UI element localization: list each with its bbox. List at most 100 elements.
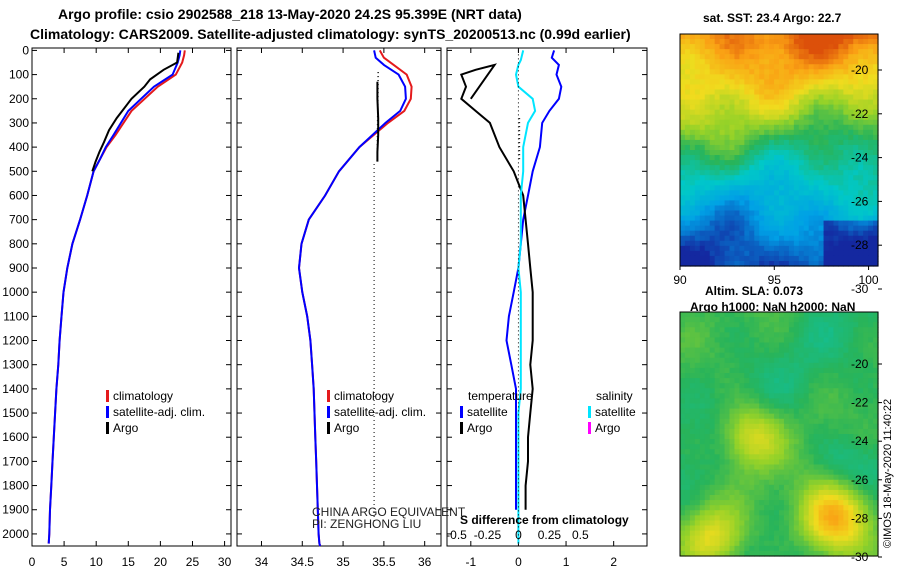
map-cell xyxy=(798,190,805,196)
map-cell xyxy=(858,230,864,237)
map-cell xyxy=(689,255,696,262)
map-cell xyxy=(734,403,740,410)
map-cell xyxy=(828,39,835,45)
map-cell xyxy=(734,74,740,80)
map-cell xyxy=(793,342,800,349)
map-cell xyxy=(843,520,849,527)
map-cell xyxy=(868,434,874,440)
map-cell xyxy=(729,393,736,400)
map-cell xyxy=(699,535,706,542)
map-cell xyxy=(729,383,736,389)
map-cell xyxy=(783,215,790,222)
map-cell xyxy=(769,165,775,171)
map-cell xyxy=(783,165,790,171)
map-cell xyxy=(694,454,701,461)
map-cell xyxy=(873,69,879,75)
map-cell xyxy=(759,64,765,70)
map-cell xyxy=(788,175,795,181)
legend-satellite-adj: satellite-adj. clim. xyxy=(334,405,426,419)
map-cell xyxy=(734,84,740,91)
map-cell xyxy=(838,434,844,440)
map-cell xyxy=(813,393,820,400)
map-cell xyxy=(734,129,740,136)
map-cell xyxy=(709,230,716,237)
map-cell xyxy=(699,69,706,75)
map-cell xyxy=(729,139,736,146)
map-cell xyxy=(873,500,879,506)
map-cell xyxy=(833,260,839,267)
map-cell xyxy=(769,74,775,80)
map-cell xyxy=(833,49,839,55)
map-cell xyxy=(863,413,869,420)
map-cell xyxy=(729,449,736,455)
map-cell xyxy=(788,464,795,471)
map-cell xyxy=(848,119,854,126)
map-cell xyxy=(739,139,745,146)
map-cell xyxy=(680,245,686,252)
map-cell xyxy=(779,332,785,339)
map-cell xyxy=(828,144,835,151)
map-cell xyxy=(779,160,785,166)
map-cell xyxy=(709,423,716,430)
map-cell xyxy=(749,155,755,161)
map-cell xyxy=(873,474,879,481)
map-cell xyxy=(833,220,839,227)
map-cell xyxy=(709,134,716,141)
map-cell xyxy=(808,500,815,506)
map-cell xyxy=(689,388,696,394)
map-cell xyxy=(744,408,750,415)
map-cell xyxy=(759,225,765,232)
map-cell xyxy=(754,235,760,242)
x-tick-label: 36 xyxy=(418,555,432,569)
map-cell xyxy=(774,200,780,207)
map-cell xyxy=(863,104,869,111)
map-cell xyxy=(769,444,775,450)
map-cell xyxy=(833,332,839,339)
map-cell xyxy=(868,84,874,91)
map-cell xyxy=(739,469,745,476)
map-cell xyxy=(709,342,716,349)
map-cell xyxy=(744,545,750,552)
map-cell xyxy=(714,352,721,359)
map-cell xyxy=(843,205,849,212)
map-cell xyxy=(739,104,745,111)
map-cell xyxy=(823,114,830,121)
map-cell xyxy=(724,469,731,476)
map-cell xyxy=(848,34,854,40)
map-cell xyxy=(739,89,745,96)
map-cell xyxy=(838,59,844,65)
map-cell xyxy=(684,44,691,50)
map-cell xyxy=(858,362,864,369)
map-cell xyxy=(793,240,800,247)
map-cell xyxy=(764,44,770,50)
map-cell xyxy=(808,104,815,111)
map-cell xyxy=(704,225,711,232)
map-cell xyxy=(853,225,859,232)
map-cell xyxy=(833,54,839,60)
map-cell xyxy=(848,210,854,217)
map-cell xyxy=(793,347,800,354)
map-cell xyxy=(833,454,839,461)
map-cell xyxy=(788,505,795,511)
map-cell xyxy=(724,260,731,267)
map-cell xyxy=(858,479,864,486)
map-cell xyxy=(803,459,810,466)
map-cell xyxy=(734,134,740,141)
map-cell xyxy=(823,79,830,86)
map-cell xyxy=(813,109,820,116)
map-cell xyxy=(699,312,706,318)
map-cell xyxy=(843,362,849,369)
map-cell xyxy=(709,255,716,262)
map-cell xyxy=(868,312,874,318)
map-cell xyxy=(818,434,825,440)
map-cell xyxy=(709,469,716,476)
map-cell xyxy=(858,260,864,267)
map-cell xyxy=(709,175,716,181)
map-cell xyxy=(680,109,686,116)
map-cell xyxy=(803,215,810,222)
map-cell xyxy=(680,505,686,511)
map-cell xyxy=(739,398,745,405)
map-cell xyxy=(759,383,765,389)
map-cell xyxy=(699,84,706,91)
map-cell xyxy=(764,155,770,161)
